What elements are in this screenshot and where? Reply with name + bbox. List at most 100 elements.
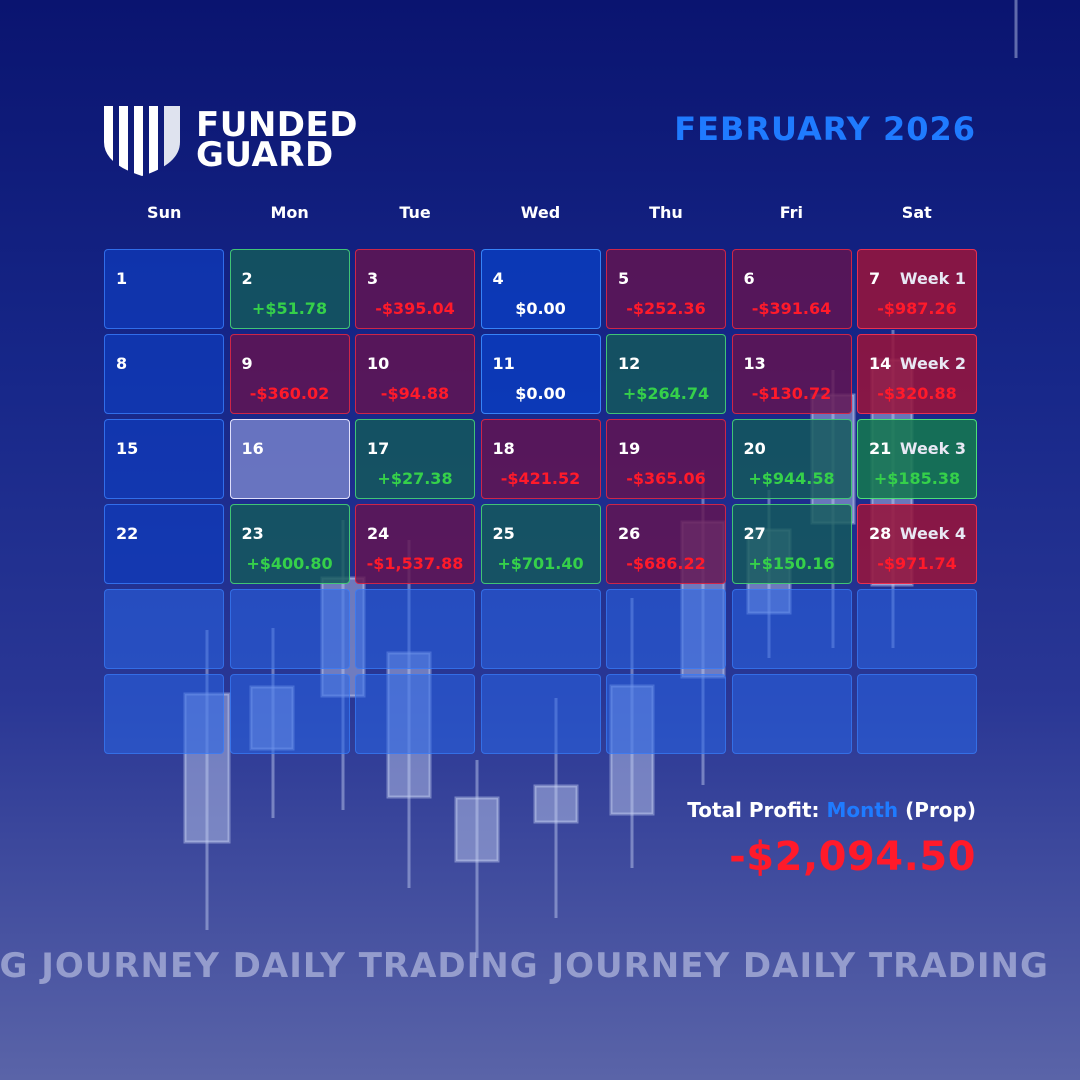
day-number: 17 — [367, 439, 390, 458]
empty-cell[interactable] — [355, 589, 475, 669]
empty-cell[interactable] — [480, 589, 601, 669]
day-cell[interactable]: 4 $0.00 — [480, 249, 601, 329]
total-profit-label: Total Profit: Month (Prop) — [687, 798, 976, 822]
weekday-label: Sat — [901, 203, 932, 222]
day-number: 6 — [743, 269, 755, 288]
pnl-amount: $0.00 — [515, 384, 566, 403]
day-cell[interactable]: 25 +$701.40 — [480, 504, 601, 584]
day-number: 11 — [492, 354, 515, 373]
weekday-label: Sun — [147, 203, 182, 222]
pnl-amount: -$987.26 — [877, 299, 957, 318]
day-cell[interactable]: 24 -$1,537.88 — [355, 504, 475, 584]
pnl-amount: -$365.06 — [626, 469, 706, 488]
empty-cell[interactable] — [606, 589, 726, 669]
day-number: 4 — [492, 269, 504, 288]
empty-cell[interactable] — [104, 674, 224, 754]
day-cell[interactable]: 7 Week 1 -$987.26 — [857, 249, 977, 329]
week-label: Week 2 — [899, 354, 966, 373]
day-number: 9 — [241, 354, 253, 373]
day-number: 25 — [492, 524, 515, 543]
empty-cell[interactable] — [857, 589, 977, 669]
day-cell[interactable]: 22 — [104, 504, 224, 584]
day-cell[interactable]: 20 +$944.58 — [731, 419, 852, 499]
shield-icon — [104, 106, 180, 176]
day-cell[interactable]: 19 -$365.06 — [606, 419, 726, 499]
day-cell[interactable]: 15 — [104, 419, 224, 499]
day-cell[interactable]: 18 -$421.52 — [480, 419, 601, 499]
day-number: 20 — [743, 439, 766, 458]
pnl-amount: -$395.04 — [375, 299, 455, 318]
day-cell[interactable]: 28 Week 4 -$971.74 — [857, 504, 977, 584]
day-cell[interactable]: 2 +$51.78 — [229, 249, 350, 329]
empty-cell[interactable] — [731, 674, 852, 754]
pnl-amount: +$400.80 — [246, 554, 333, 573]
pnl-amount: +$185.38 — [873, 469, 961, 488]
day-cell[interactable]: 6 -$391.64 — [731, 249, 852, 329]
day-cell[interactable]: 3 -$395.04 — [355, 249, 475, 329]
day-number: 22 — [116, 524, 139, 543]
day-cell[interactable]: 16 — [229, 419, 350, 499]
day-cell[interactable]: 26 -$686.22 — [606, 504, 726, 584]
total-profit: Total Profit: Month (Prop) -$2,094.50 — [687, 798, 976, 880]
empty-cell[interactable] — [731, 589, 852, 669]
week-label: Week 4 — [899, 524, 966, 543]
empty-cell[interactable] — [229, 589, 350, 669]
pnl-amount: +$944.58 — [748, 469, 835, 488]
day-number: 16 — [241, 439, 264, 458]
empty-cell[interactable] — [104, 589, 224, 669]
day-number: 28 — [869, 524, 892, 543]
day-number: 15 — [116, 439, 139, 458]
day-cell[interactable]: 23 +$400.80 — [229, 504, 350, 584]
day-cell[interactable]: 9 -$360.02 — [229, 334, 350, 414]
day-number: 27 — [743, 524, 766, 543]
brand-name: FUNDED GUARD — [196, 105, 358, 175]
weekday-label: Wed — [520, 203, 561, 222]
weekday-label: Mon — [270, 203, 309, 222]
day-number: 7 — [869, 269, 881, 288]
weekday-label: Thu — [649, 203, 683, 222]
day-cell[interactable]: 11 $0.00 — [480, 334, 601, 414]
empty-cell[interactable] — [480, 674, 601, 754]
day-cell[interactable]: 21 Week 3 +$185.38 — [857, 419, 977, 499]
week-label: Week 3 — [899, 439, 966, 458]
day-cell[interactable]: 14 Week 2 -$320.88 — [857, 334, 977, 414]
pnl-amount: -$360.02 — [249, 384, 330, 403]
day-number: 2 — [241, 269, 253, 288]
empty-cell[interactable] — [229, 674, 350, 754]
empty-cell[interactable] — [857, 674, 977, 754]
day-cell[interactable]: 13 -$130.72 — [731, 334, 852, 414]
day-cell[interactable]: 8 — [104, 334, 224, 414]
day-cell[interactable]: 1 — [104, 249, 224, 329]
brand-logo: FUNDED GUARD — [102, 102, 358, 178]
total-label-period: Month — [826, 798, 899, 822]
pnl-amount: -$971.74 — [877, 554, 957, 573]
empty-cell[interactable] — [355, 674, 475, 754]
week-label: Week 1 — [899, 269, 966, 288]
pnl-amount: +$701.40 — [497, 554, 584, 573]
day-cell[interactable]: 17 +$27.38 — [355, 419, 475, 499]
pnl-amount: -$391.64 — [751, 299, 832, 318]
ticker-banner: NG JOURNEY DAILY TRADING JOURNEY DAILY T… — [0, 946, 1049, 986]
pnl-amount: +$27.38 — [377, 469, 453, 488]
day-cell[interactable]: 5 -$252.36 — [606, 249, 726, 329]
total-profit-value: -$2,094.50 — [729, 834, 976, 880]
day-number: 1 — [116, 269, 128, 288]
pnl-amount: -$421.52 — [500, 469, 581, 488]
day-number: 5 — [618, 269, 630, 288]
day-cell[interactable]: 12 +$264.74 — [606, 334, 726, 414]
pnl-amount: -$686.22 — [626, 554, 706, 573]
day-number: 24 — [367, 524, 390, 543]
day-cell[interactable]: 27 +$150.16 — [731, 504, 852, 584]
month-title: FEBRUARY 2026 — [674, 110, 976, 148]
brand-line-1: FUNDED — [196, 105, 358, 145]
pnl-amount: +$264.74 — [622, 384, 710, 403]
day-number: 13 — [743, 354, 766, 373]
day-number: 8 — [116, 354, 128, 373]
brand-line-2: GUARD — [196, 135, 334, 175]
empty-cell[interactable] — [606, 674, 726, 754]
pnl-amount: -$94.88 — [380, 384, 450, 403]
pnl-amount: -$320.88 — [877, 384, 957, 403]
weekday-label: Tue — [399, 203, 431, 222]
day-number: 19 — [618, 439, 641, 458]
day-cell[interactable]: 10 -$94.88 — [355, 334, 475, 414]
